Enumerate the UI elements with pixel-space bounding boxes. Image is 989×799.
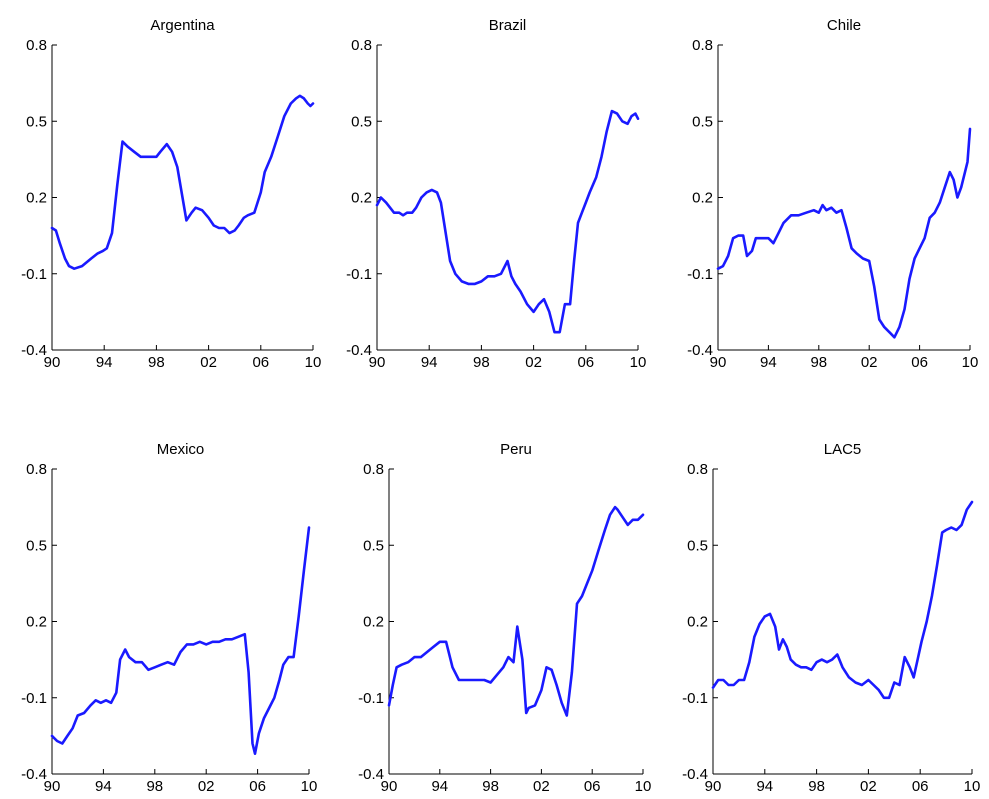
x-tick-label: 02 — [860, 778, 877, 795]
y-tick-label: -0.1 — [21, 266, 47, 283]
y-tick-label: 0.2 — [26, 614, 47, 631]
panel-title: Chile — [827, 17, 861, 34]
x-tick-label: 90 — [44, 354, 61, 371]
x-tick-label: 98 — [146, 778, 163, 795]
y-tick-label: 0.8 — [26, 461, 47, 478]
y-tick-label: -0.1 — [358, 690, 384, 707]
y-tick-label: -0.4 — [21, 342, 47, 359]
y-tick-label: 0.8 — [363, 461, 384, 478]
panel-lac5: LAC5 -0.4 -0.1 0.2 0.5 0.8 90 94 98 02 06 10 — [682, 441, 980, 795]
series-line — [375, 109, 640, 334]
y-tick-label: 0.5 — [692, 113, 713, 130]
x-tick-label: 94 — [431, 778, 448, 795]
x-tick-label: 02 — [200, 354, 217, 371]
y-tick-label: 0.2 — [351, 190, 372, 207]
x-tick-label: 90 — [369, 354, 386, 371]
x-tick-label: 90 — [705, 778, 722, 795]
x-tick-label: 10 — [635, 778, 652, 795]
y-tick-label: -0.4 — [687, 342, 713, 359]
series-line — [50, 526, 311, 755]
x-tick-label: 90 — [44, 778, 61, 795]
y-tick-label: 0.8 — [26, 37, 47, 54]
panel-title: Brazil — [489, 17, 527, 34]
x-tick-label: 90 — [710, 354, 727, 371]
x-tick-label: 02 — [533, 778, 550, 795]
x-tick-label: 98 — [808, 778, 825, 795]
y-tick-label: -0.1 — [682, 690, 708, 707]
x-tick-label: 98 — [473, 354, 490, 371]
x-tick-label: 90 — [381, 778, 398, 795]
series-line — [716, 127, 972, 339]
y-tick-label: 0.8 — [351, 37, 372, 54]
x-tick-label: 10 — [962, 354, 979, 371]
x-tick-label: 02 — [861, 354, 878, 371]
y-tick-label: -0.4 — [358, 766, 384, 783]
x-tick-label: 94 — [760, 354, 777, 371]
x-tick-label: 94 — [421, 354, 438, 371]
panel-mexico: Mexico -0.4 -0.1 0.2 0.5 0.8 90 94 98 02 06 10 — [21, 441, 317, 795]
y-tick-label: 0.5 — [26, 113, 47, 130]
x-tick-label: 94 — [95, 778, 112, 795]
y-tick-label: -0.4 — [346, 342, 372, 359]
x-tick-label: 98 — [148, 354, 165, 371]
x-tick-label: 10 — [301, 778, 318, 795]
y-tick-label: 0.2 — [26, 190, 47, 207]
panel-title: Peru — [500, 441, 532, 458]
series-line — [387, 505, 645, 717]
x-tick-label: 06 — [584, 778, 601, 795]
x-tick-label: 06 — [911, 354, 928, 371]
y-tick-label: -0.1 — [346, 266, 372, 283]
x-tick-label: 94 — [96, 354, 113, 371]
y-tick-label: 0.2 — [363, 614, 384, 631]
x-tick-label: 06 — [249, 778, 266, 795]
x-tick-label: 10 — [305, 354, 322, 371]
y-tick-label: 0.5 — [351, 113, 372, 130]
y-tick-label: 0.2 — [687, 614, 708, 631]
panel-chile: Chile -0.4 -0.1 0.2 0.5 0.8 90 94 98 02 06 10 — [687, 17, 978, 371]
y-tick-label: -0.4 — [21, 766, 47, 783]
panel-peru: Peru -0.4 -0.1 0.2 0.5 0.8 90 94 98 02 06 10 — [358, 441, 651, 795]
y-tick-label: -0.1 — [21, 690, 47, 707]
x-tick-label: 10 — [630, 354, 647, 371]
y-tick-label: 0.8 — [687, 461, 708, 478]
x-tick-label: 06 — [577, 354, 594, 371]
x-tick-label: 98 — [810, 354, 827, 371]
x-tick-label: 02 — [198, 778, 215, 795]
panel-title: LAC5 — [824, 441, 862, 458]
series-line — [711, 500, 974, 700]
panel-brazil: Brazil -0.4 -0.1 0.2 0.5 0.8 90 94 98 02 06 10 — [346, 17, 646, 371]
series-line — [50, 94, 315, 270]
x-tick-label: 02 — [525, 354, 542, 371]
x-tick-label: 06 — [252, 354, 269, 371]
x-tick-label: 94 — [756, 778, 773, 795]
x-tick-label: 98 — [482, 778, 499, 795]
panel-title: Argentina — [150, 17, 215, 34]
y-tick-label: 0.5 — [363, 537, 384, 554]
y-tick-label: 0.8 — [692, 37, 713, 54]
y-tick-label: -0.4 — [682, 766, 708, 783]
x-tick-label: 06 — [912, 778, 929, 795]
panel-title: Mexico — [157, 441, 205, 458]
panel-argentina: Argentina -0.4 -0.1 0.2 0.5 0.8 90 94 98 02 06 10 — [21, 17, 321, 371]
y-tick-label: 0.5 — [26, 537, 47, 554]
y-tick-label: 0.2 — [692, 190, 713, 207]
y-tick-label: -0.1 — [687, 266, 713, 283]
x-tick-label: 10 — [964, 778, 981, 795]
y-tick-label: 0.5 — [687, 537, 708, 554]
